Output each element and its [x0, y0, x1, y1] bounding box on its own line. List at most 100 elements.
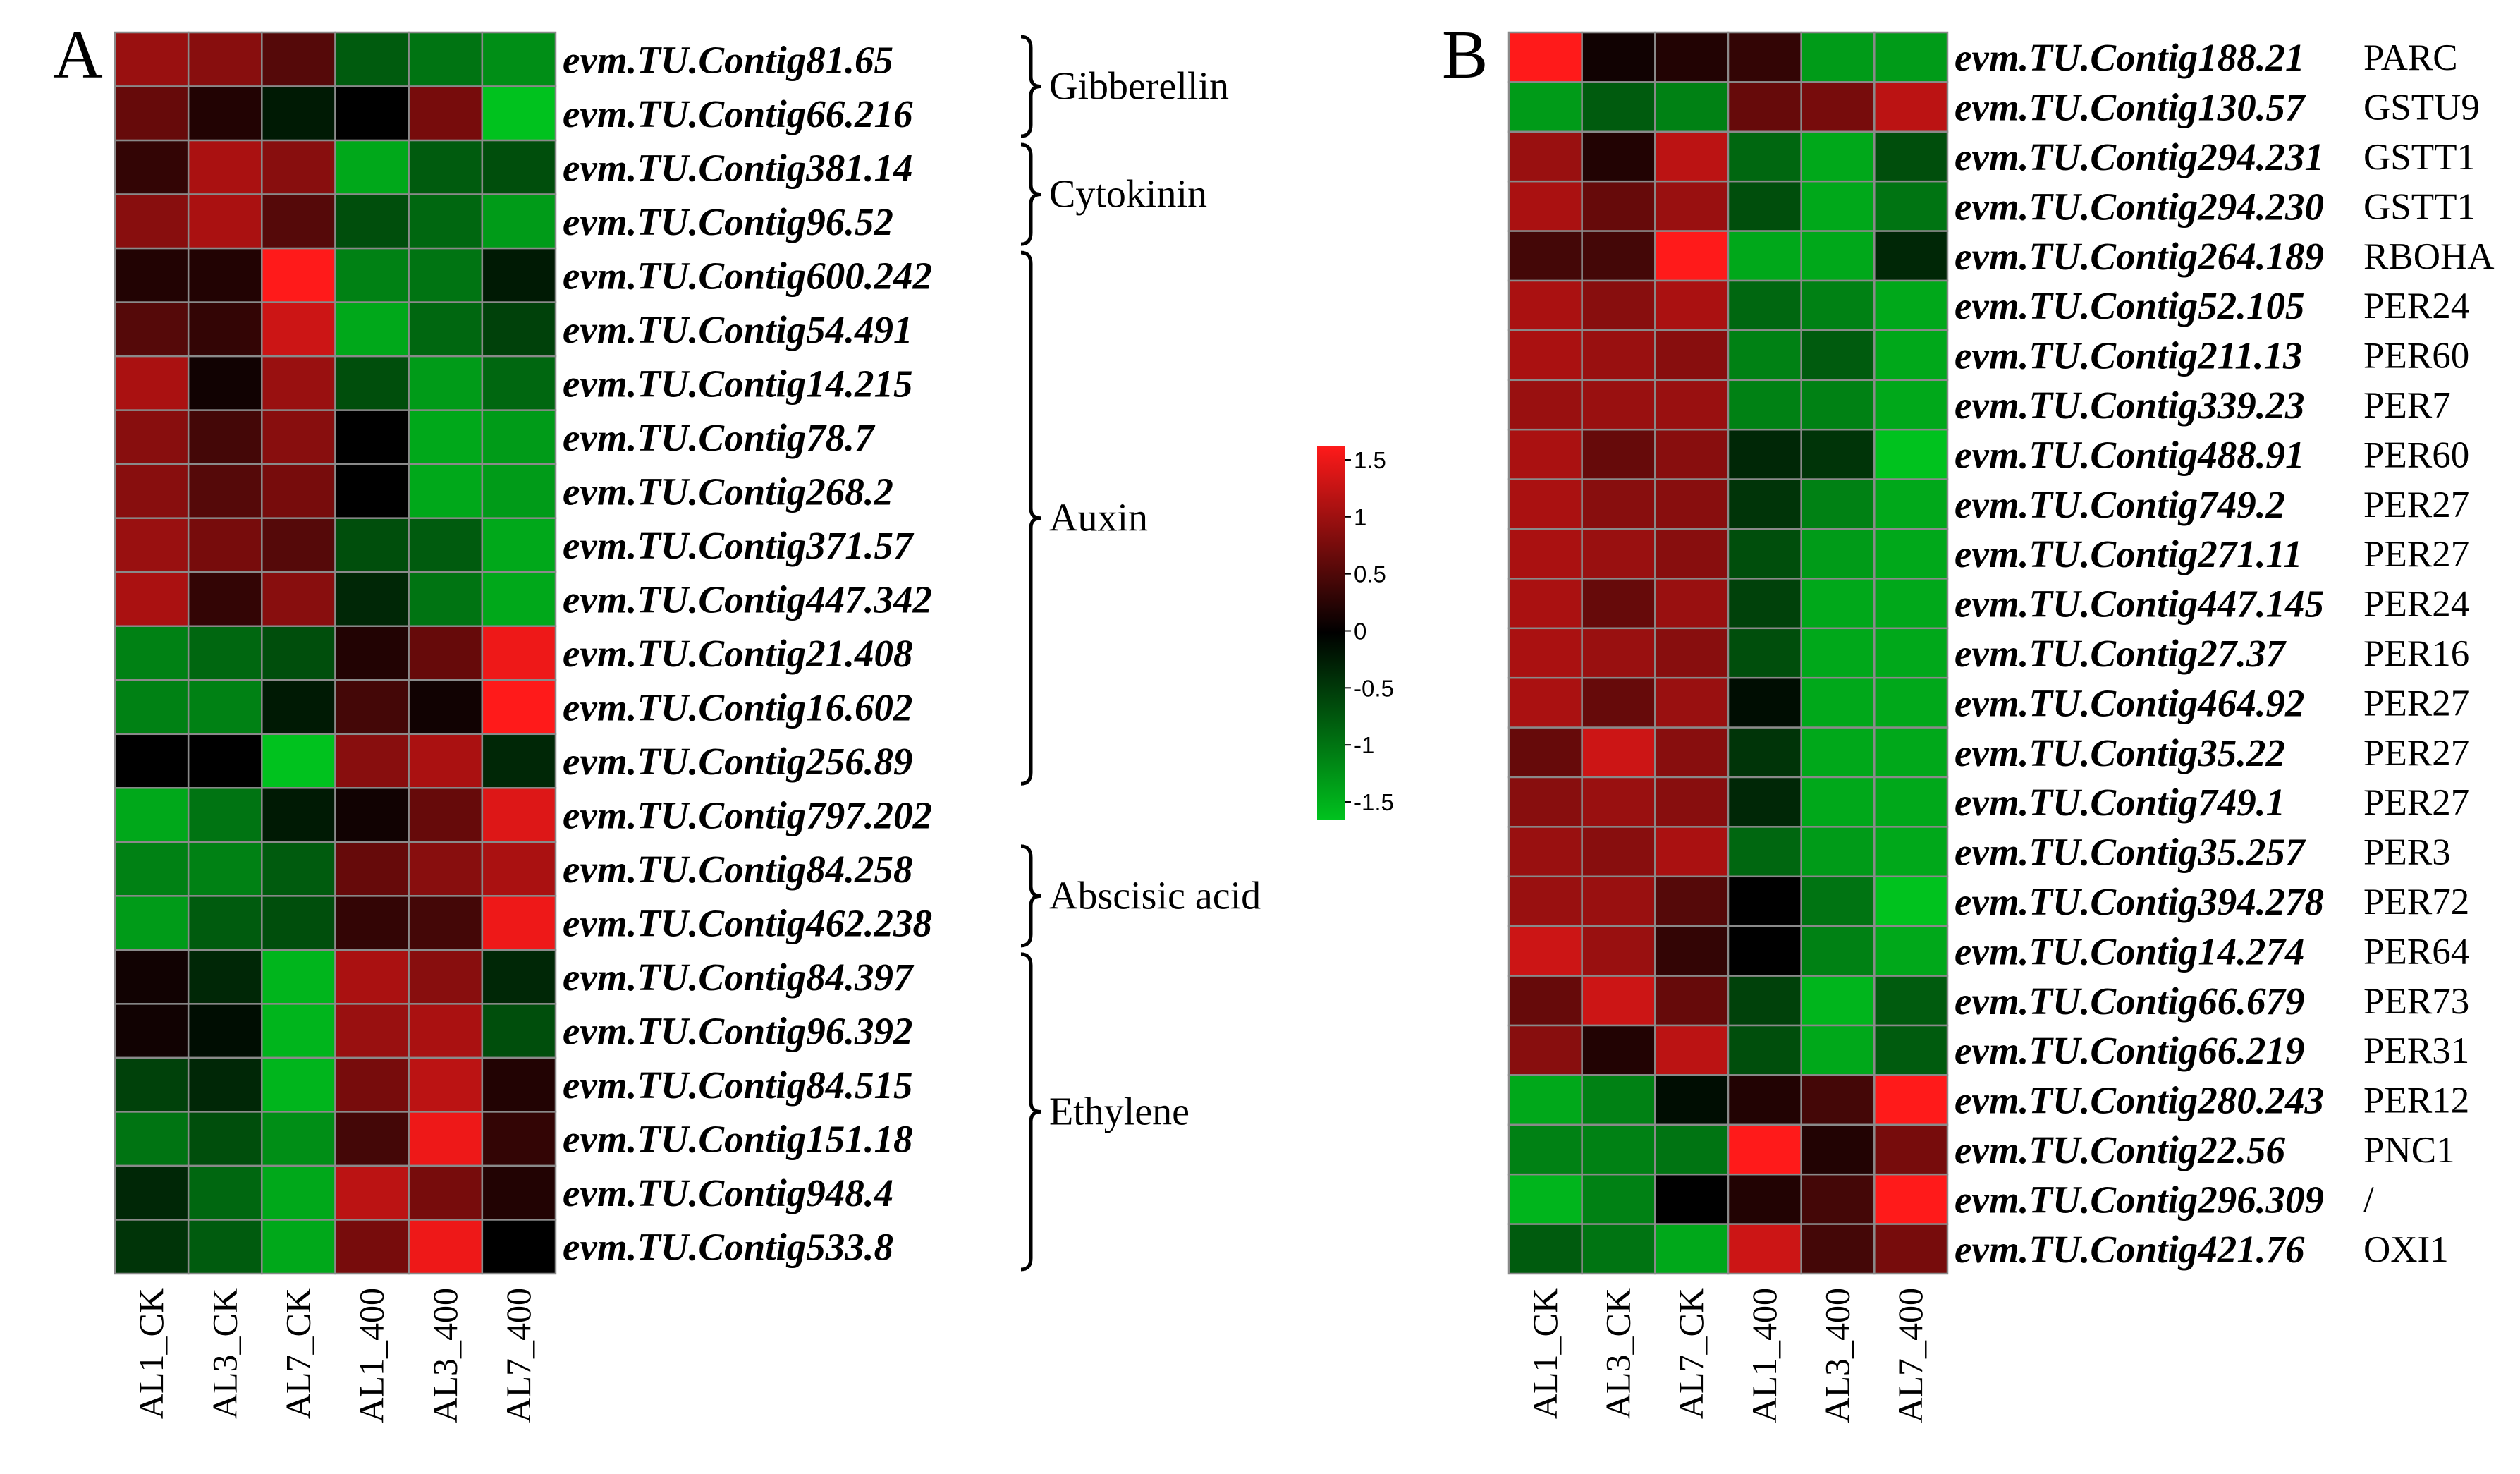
heatmap-cell — [481, 1111, 557, 1167]
heatmap-cell — [1727, 31, 1802, 83]
gene-label: evm.TU.Contig421.76 — [1955, 1228, 2305, 1271]
gene-label: evm.TU.Contig84.397 — [563, 956, 915, 999]
heatmap-cell — [408, 301, 484, 358]
group-label: Gibberellin — [1049, 65, 1229, 109]
heatmap-cell — [1873, 478, 1949, 530]
group-bracket — [1020, 35, 1041, 138]
heatmap-cell — [1800, 130, 1876, 183]
heatmap-cell — [1873, 528, 1949, 580]
gene-annotation: OXI1 — [2363, 1229, 2449, 1270]
heatmap-cell — [334, 1003, 410, 1059]
heatmap-cell — [481, 463, 557, 519]
heatmap-cell — [187, 85, 263, 142]
column-label: AL3_400 — [1818, 1288, 1857, 1423]
heatmap-cell — [1654, 428, 1730, 480]
heatmap-cell — [408, 841, 484, 897]
heatmap-cell — [187, 247, 263, 303]
gene-label: evm.TU.Contig600.242 — [563, 254, 932, 297]
heatmap-cell — [481, 895, 557, 951]
heatmap-cell — [261, 949, 336, 1005]
heatmap-cell — [1654, 329, 1730, 382]
heatmap-cell — [187, 193, 263, 250]
heatmap-cell — [408, 193, 484, 250]
gene-annotation: PER12 — [2363, 1080, 2469, 1121]
heatmap-cell — [1581, 379, 1656, 431]
heatmap-cell — [187, 841, 263, 897]
heatmap-cell — [114, 463, 190, 519]
gene-label: evm.TU.Contig339.23 — [1955, 384, 2305, 427]
heatmap-cell — [187, 625, 263, 681]
heatmap-cell — [1873, 676, 1949, 729]
heatmap-cell — [1800, 180, 1876, 232]
heatmap-cell — [1507, 31, 1583, 83]
heatmap-cell — [1581, 726, 1656, 779]
heatmap-cell — [1581, 875, 1656, 927]
heatmap-cell — [408, 1003, 484, 1059]
heatmap-cell — [114, 139, 190, 195]
gene-label: evm.TU.Contig16.602 — [563, 686, 913, 729]
heatmap-cell — [1654, 925, 1730, 977]
heatmap-cell — [408, 625, 484, 681]
heatmap-cell — [1873, 279, 1949, 331]
heatmap-cell — [114, 247, 190, 303]
heatmap-cell — [481, 1056, 557, 1113]
gene-annotation: PER64 — [2363, 931, 2469, 972]
heatmap-cell — [1507, 875, 1583, 927]
heatmap-cell — [481, 1003, 557, 1059]
heatmap-cell — [261, 193, 336, 250]
gene-annotation: PER16 — [2363, 633, 2469, 674]
color-scale-ticks: 1.5 1 0.5 0 -0.5 -1 -1.5 — [1345, 447, 1394, 815]
heatmap-cell — [481, 949, 557, 1005]
heatmap-cell — [1581, 180, 1656, 232]
heatmap-cell — [1654, 31, 1730, 83]
legend-tick-label: -1 — [1354, 732, 1374, 758]
legend-tick-label: 1.5 — [1354, 447, 1386, 473]
heatmap-cell — [187, 517, 263, 573]
heatmap-cell — [114, 1111, 190, 1167]
heatmap-cell — [334, 733, 410, 789]
heatmap-cell — [261, 409, 336, 465]
heatmap-cell — [1727, 1173, 1802, 1225]
gene-annotation: PER72 — [2363, 882, 2469, 922]
heatmap-cell — [261, 895, 336, 951]
heatmap-cell — [1727, 428, 1802, 480]
heatmap-cell — [1727, 329, 1802, 382]
heatmap-cell — [114, 301, 190, 358]
gene-label: evm.TU.Contig280.243 — [1955, 1079, 2324, 1122]
legend-tick-label: -0.5 — [1354, 675, 1394, 701]
heatmap-a — [114, 31, 557, 1275]
gene-annotation: PER60 — [2363, 336, 2469, 377]
heatmap-cell — [408, 139, 484, 195]
gene-label: evm.TU.Contig14.215 — [563, 362, 913, 405]
heatmap-cell — [481, 625, 557, 681]
heatmap-cell — [334, 1164, 410, 1221]
heatmap-cell — [187, 409, 263, 465]
heatmap-cell — [1507, 230, 1583, 282]
heatmap-cell — [1507, 776, 1583, 828]
heatmap-cell — [1727, 230, 1802, 282]
gene-label: evm.TU.Contig797.202 — [563, 794, 932, 837]
heatmap-cell — [334, 355, 410, 411]
heatmap-cell — [1507, 975, 1583, 1027]
heatmap-cell — [1727, 726, 1802, 779]
gene-label: evm.TU.Contig749.2 — [1955, 483, 2285, 526]
heatmap-cell — [261, 1111, 336, 1167]
heatmap-cell — [334, 193, 410, 250]
gene-label: evm.TU.Contig66.216 — [563, 92, 913, 135]
heatmap-cell — [1654, 726, 1730, 779]
heatmap-cell — [481, 733, 557, 789]
heatmap-cell — [261, 1003, 336, 1059]
heatmap-cell — [1800, 925, 1876, 977]
group-bracket — [1020, 844, 1041, 948]
heatmap-cell — [1581, 1123, 1656, 1176]
gene-labels-b: evm.TU.Contig188.21 evm.TU.Contig130.57 ev… — [1955, 36, 2324, 1271]
heatmap-cell — [1800, 1074, 1876, 1126]
column-label: AL1_CK — [1525, 1288, 1565, 1419]
gene-annotation: PER27 — [2363, 683, 2469, 724]
heatmap-cell — [1727, 627, 1802, 679]
heatmap-cell — [1507, 826, 1583, 878]
heatmap-cell — [1800, 31, 1876, 83]
heatmap-cell — [114, 193, 190, 250]
heatmap-cell — [1581, 279, 1656, 331]
